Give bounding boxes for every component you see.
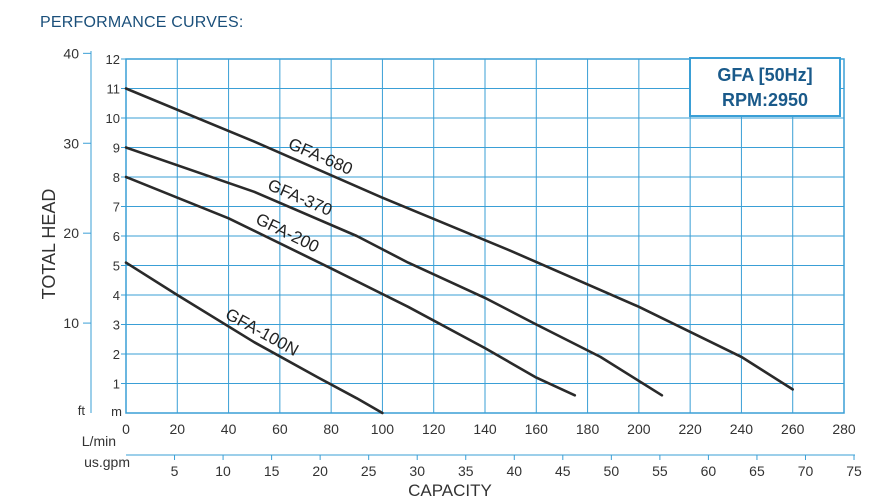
y-tick-label-m: 3 xyxy=(113,318,120,333)
x-tick-label-gpm: 70 xyxy=(798,463,814,479)
x-tick-label-gpm: 75 xyxy=(846,463,862,479)
x-tick-label-lmin: 140 xyxy=(473,421,497,437)
x-tick-label-gpm: 20 xyxy=(312,463,328,479)
y-tick-label-m: 2 xyxy=(113,347,120,362)
curve-label-gfa-370: GFA-370 xyxy=(265,175,335,219)
x-tick-label-lmin: 120 xyxy=(422,421,446,437)
curve-label-gfa-100n: GFA-100N xyxy=(222,304,301,359)
y-tick-label-m: 7 xyxy=(113,200,120,215)
x-tick-label-lmin: 180 xyxy=(576,421,600,437)
y-tick-label-m: 4 xyxy=(113,288,120,303)
x-unit-lmin: L/min xyxy=(82,433,116,449)
legend-line1: GFA [50Hz] xyxy=(717,65,812,85)
grid xyxy=(125,58,845,414)
x-tick-label-gpm: 50 xyxy=(604,463,620,479)
x-tick-label-gpm: 60 xyxy=(701,463,717,479)
y-tick-label-m: 12 xyxy=(106,52,120,67)
y-tick-label-ft: 10 xyxy=(63,315,79,331)
x-tick-label-lmin: 60 xyxy=(272,421,288,437)
legend-line2: RPM:2950 xyxy=(722,90,808,110)
curves xyxy=(124,87,794,415)
curve-label-gfa-680: GFA-680 xyxy=(286,134,356,179)
y-tick-label-m: 1 xyxy=(113,377,120,392)
y-tick-label-m: 8 xyxy=(113,170,120,185)
legend-box: GFA [50Hz] RPM:2950 xyxy=(689,57,841,117)
x-tick-label-lmin: 260 xyxy=(781,421,805,437)
x-tick-label-lmin: 0 xyxy=(122,421,130,437)
x-tick-label-lmin: 40 xyxy=(221,421,237,437)
x-tick-label-gpm: 55 xyxy=(652,463,668,479)
x-unit-usgpm: us.gpm xyxy=(84,454,130,470)
x-tick-label-lmin: 160 xyxy=(525,421,549,437)
x-tick-label-lmin: 280 xyxy=(832,421,856,437)
y-tick-label-ft: 30 xyxy=(63,135,79,151)
y-tick-label-m: 9 xyxy=(113,141,120,156)
y-axis-title: TOTAL HEAD xyxy=(39,189,59,300)
x-tick-label-lmin: 200 xyxy=(627,421,651,437)
y-unit-ft: ft xyxy=(78,403,86,418)
x-tick-label-gpm: 30 xyxy=(409,463,425,479)
x-tick-label-lmin: 100 xyxy=(371,421,395,437)
curve-gfa-200 xyxy=(124,175,577,397)
y-tick-label-m: 5 xyxy=(113,259,120,274)
x-tick-label-lmin: 20 xyxy=(169,421,185,437)
x-tick-label-gpm: 40 xyxy=(506,463,522,479)
x-tick-label-gpm: 45 xyxy=(555,463,571,479)
curve-gfa-100n xyxy=(124,261,384,415)
y-unit-m: m xyxy=(111,404,122,419)
x-tick-label-lmin: 220 xyxy=(678,421,702,437)
x-tick-label-gpm: 15 xyxy=(264,463,280,479)
y-tick-label-m: 6 xyxy=(113,229,120,244)
x-tick-label-lmin: 80 xyxy=(323,421,339,437)
page-title: PERFORMANCE CURVES: xyxy=(40,14,244,31)
x-axis-title: CAPACITY xyxy=(408,481,492,500)
x-tick-label-gpm: 65 xyxy=(749,463,765,479)
x-tick-label-gpm: 10 xyxy=(215,463,231,479)
y-tick-label-m: 10 xyxy=(106,111,120,126)
curve-gfa-370 xyxy=(124,146,664,397)
y-tick-label-ft: 20 xyxy=(63,225,79,241)
y-tick-label-m: 11 xyxy=(107,82,121,97)
x-tick-label-gpm: 35 xyxy=(458,463,474,479)
y-tick-label-ft: 40 xyxy=(63,45,79,61)
curve-gfa-680 xyxy=(124,87,794,391)
x-tick-label-gpm: 25 xyxy=(361,463,377,479)
x-tick-label-gpm: 5 xyxy=(171,463,179,479)
x-tick-label-lmin: 240 xyxy=(730,421,754,437)
